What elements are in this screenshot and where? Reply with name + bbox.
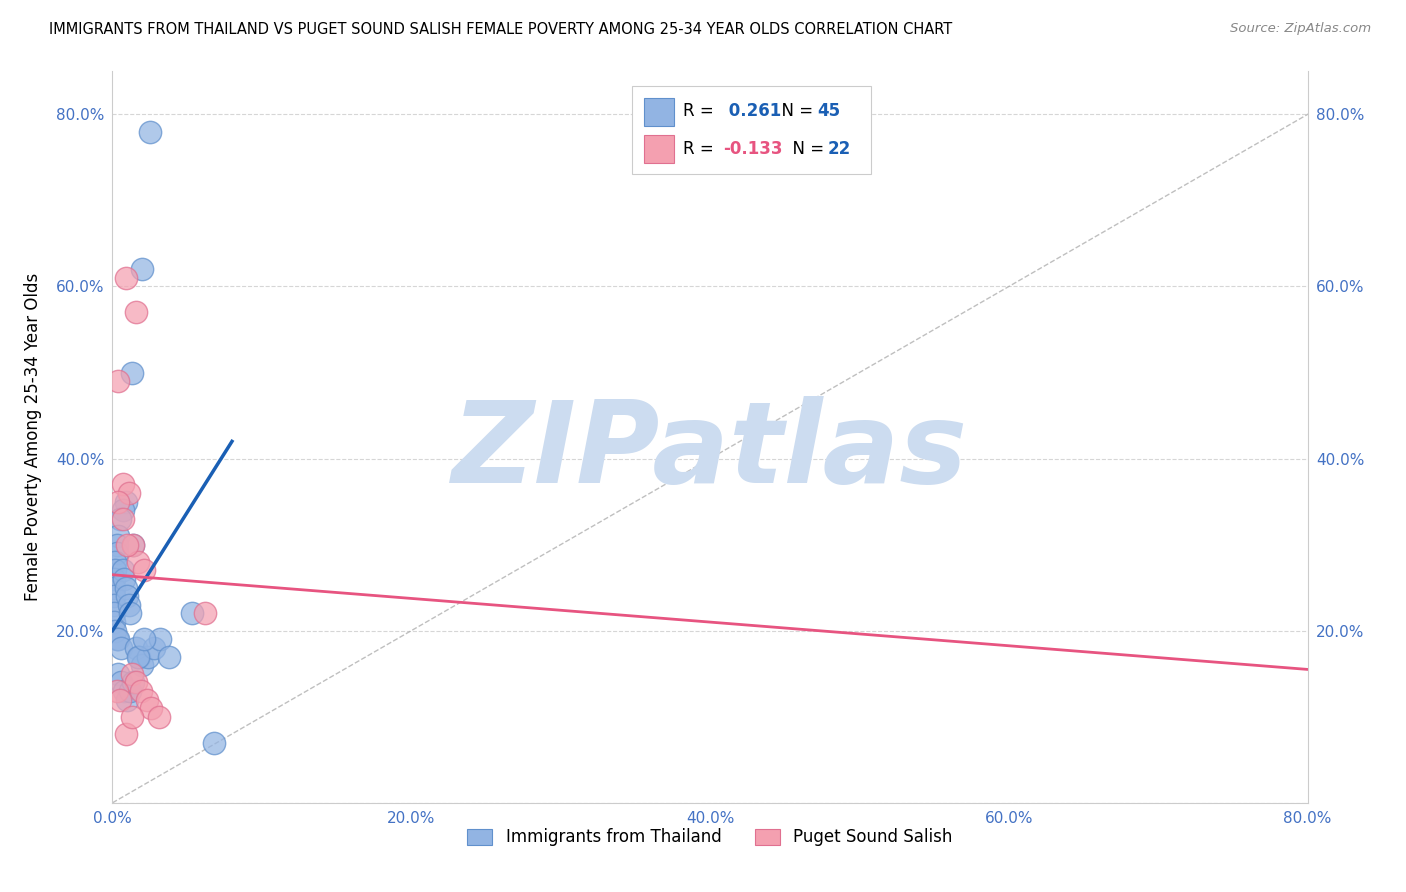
Point — [115, 271, 138, 285]
Point — [122, 538, 145, 552]
Point — [121, 666, 143, 681]
Point — [104, 624, 127, 638]
Point — [104, 555, 127, 569]
Point — [121, 710, 143, 724]
Text: -0.133: -0.133 — [723, 140, 783, 158]
Text: R =: R = — [682, 140, 718, 158]
Point — [105, 546, 128, 560]
Point — [107, 494, 129, 508]
Point — [114, 684, 135, 698]
Bar — [633, 86, 872, 174]
Point — [138, 649, 160, 664]
Point — [139, 125, 162, 139]
Text: R =: R = — [682, 102, 718, 120]
Point — [103, 598, 125, 612]
Point — [111, 477, 134, 491]
Point — [125, 640, 148, 655]
Point — [127, 555, 149, 569]
Text: N =: N = — [770, 102, 818, 120]
Point — [202, 735, 225, 749]
Point — [103, 607, 125, 621]
Point — [110, 640, 132, 655]
Point — [107, 529, 129, 543]
Text: ZIPatlas: ZIPatlas — [451, 396, 969, 508]
Point — [110, 675, 132, 690]
Point — [143, 640, 166, 655]
Point — [128, 649, 150, 664]
Point — [107, 632, 129, 647]
Text: 0.261: 0.261 — [723, 102, 782, 120]
Point — [131, 658, 153, 673]
Point — [129, 684, 152, 698]
Point — [103, 589, 125, 603]
Point — [149, 632, 172, 647]
Point — [115, 581, 138, 595]
Point — [121, 366, 143, 380]
Point — [105, 684, 128, 698]
Point — [120, 684, 142, 698]
Point — [194, 607, 217, 621]
Point — [127, 649, 149, 664]
Point — [108, 512, 131, 526]
Point — [103, 615, 125, 629]
Point — [132, 632, 155, 647]
Point — [107, 374, 129, 388]
Point — [118, 598, 141, 612]
Point — [120, 607, 142, 621]
Point — [132, 564, 155, 578]
Point — [108, 692, 131, 706]
Point — [135, 692, 157, 706]
Point — [115, 727, 138, 741]
Point — [157, 649, 180, 664]
Point — [180, 607, 202, 621]
Text: Source: ZipAtlas.com: Source: ZipAtlas.com — [1230, 22, 1371, 36]
Point — [117, 692, 139, 706]
Text: N =: N = — [782, 140, 830, 158]
Point — [148, 710, 170, 724]
Point — [104, 564, 127, 578]
Point — [117, 538, 139, 552]
Point — [103, 581, 125, 595]
Text: 45: 45 — [818, 102, 841, 120]
FancyBboxPatch shape — [644, 135, 675, 163]
Point — [131, 262, 153, 277]
Point — [122, 538, 145, 552]
Point — [105, 632, 128, 647]
Point — [125, 305, 148, 319]
Point — [105, 538, 128, 552]
Point — [114, 572, 135, 586]
Legend: Immigrants from Thailand, Puget Sound Salish: Immigrants from Thailand, Puget Sound Sa… — [461, 822, 959, 853]
Point — [107, 666, 129, 681]
Point — [118, 486, 141, 500]
FancyBboxPatch shape — [644, 98, 675, 126]
Point — [103, 572, 125, 586]
Text: 22: 22 — [827, 140, 851, 158]
Point — [122, 675, 145, 690]
Point — [111, 503, 134, 517]
Point — [111, 512, 134, 526]
Point — [115, 494, 138, 508]
Y-axis label: Female Poverty Among 25-34 Year Olds: Female Poverty Among 25-34 Year Olds — [24, 273, 42, 601]
Point — [111, 564, 134, 578]
Text: IMMIGRANTS FROM THAILAND VS PUGET SOUND SALISH FEMALE POVERTY AMONG 25-34 YEAR O: IMMIGRANTS FROM THAILAND VS PUGET SOUND … — [49, 22, 952, 37]
Point — [117, 589, 139, 603]
Point — [125, 675, 148, 690]
Point — [141, 701, 163, 715]
